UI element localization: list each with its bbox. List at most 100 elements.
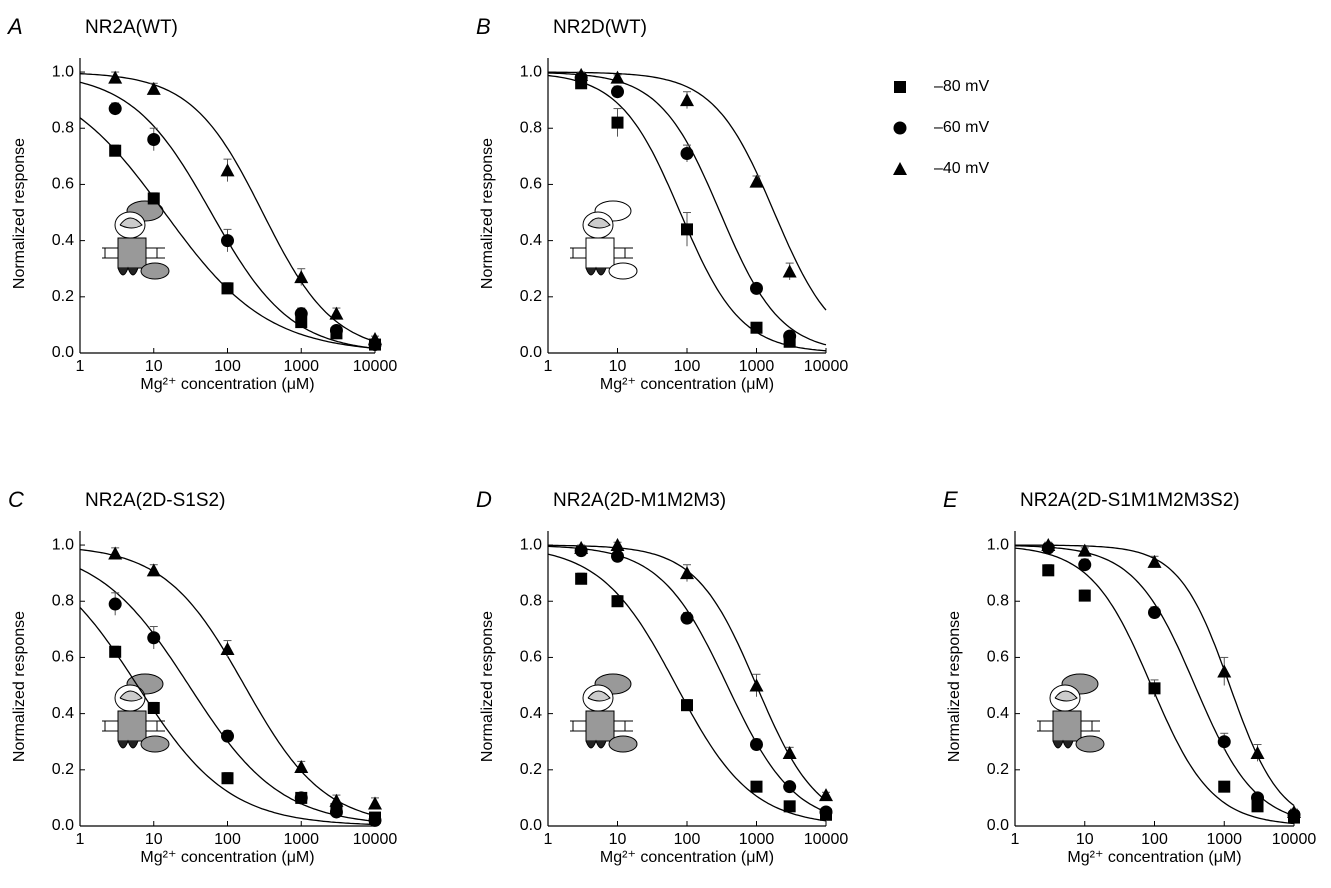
- panel-title: NR2A(2D-S1M1M2M3S2): [1020, 490, 1240, 511]
- x-tick-label: 100: [1141, 831, 1168, 848]
- data-point: [294, 760, 309, 773]
- panel: D NR2A(2D-M1M2M3) 0.0 0.2 0.4 0.6 0.8 1.0 1 10 100…: [476, 487, 848, 866]
- y-tick-label: 0.4: [520, 232, 542, 249]
- y-axis-label: Normalized response: [479, 138, 496, 289]
- y-tick-label: 0.4: [52, 232, 74, 249]
- x-tick-label: 1: [76, 358, 85, 375]
- data-point: [329, 805, 343, 819]
- x-tick-label: 1000: [1206, 831, 1242, 848]
- inset-shape: [1054, 690, 1078, 702]
- x-axis-label: Mg²⁺ concentration (μM): [140, 849, 314, 866]
- x-tick-label: 10000: [804, 831, 849, 848]
- data-point: [108, 102, 122, 116]
- y-tick-label: 0.8: [987, 592, 1009, 609]
- data-point: [680, 147, 694, 161]
- data-point: [221, 772, 234, 785]
- y-tick-label: 0.4: [52, 705, 74, 722]
- y-tick-label: 0.0: [520, 344, 542, 361]
- panel-label: D: [476, 487, 492, 512]
- x-tick-label: 1: [76, 831, 85, 848]
- inset-shape: [1075, 735, 1105, 753]
- x-tick-label: 1: [1011, 831, 1020, 848]
- x-axis-label: Mg²⁺ concentration (μM): [1067, 849, 1241, 866]
- data-point: [611, 85, 624, 99]
- data-point: [1078, 589, 1091, 602]
- x-tick-label: 1: [544, 831, 553, 848]
- x-tick-label: 100: [674, 831, 701, 848]
- data-point: [368, 813, 382, 827]
- fit-curve: [79, 606, 375, 826]
- data-point: [221, 282, 234, 295]
- data-point: [574, 540, 589, 554]
- y-tick-label: 0.0: [520, 817, 542, 834]
- y-tick-label: 0.8: [520, 119, 542, 136]
- y-tick-label: 0.2: [52, 761, 74, 778]
- data-point: [681, 699, 693, 712]
- data-point: [749, 678, 764, 692]
- inset-shape: [1052, 739, 1074, 749]
- legend-marker: [893, 121, 907, 135]
- x-tick-label: 10000: [1272, 831, 1317, 848]
- y-tick-label: 0.2: [52, 288, 74, 305]
- data-point: [1287, 804, 1301, 818]
- panel-label: E: [943, 487, 958, 512]
- fit-curve: [1015, 545, 1295, 817]
- x-tick-label: 1000: [739, 831, 775, 848]
- x-tick-label: 1000: [739, 358, 775, 375]
- y-axis-label: Normalized response: [11, 611, 28, 762]
- panel-title: NR2A(2D-S1S2): [85, 490, 225, 511]
- data-point: [750, 281, 763, 295]
- y-tick-label: 1.0: [520, 536, 542, 553]
- x-axis-label: Mg²⁺ concentration (μM): [600, 849, 774, 866]
- data-point: [1251, 791, 1265, 805]
- data-point: [782, 264, 797, 278]
- inset-shape: [587, 217, 611, 229]
- data-point: [1147, 554, 1162, 568]
- inset-shape: [117, 710, 147, 742]
- y-tick-label: 0.0: [52, 344, 74, 361]
- data-point: [146, 81, 161, 95]
- data-point: [819, 788, 833, 802]
- x-tick-label: 100: [674, 358, 701, 375]
- x-tick-label: 100: [214, 358, 241, 375]
- y-tick-label: 0.8: [52, 119, 74, 136]
- data-point: [783, 780, 797, 794]
- y-tick-label: 1.0: [520, 63, 542, 80]
- inset-shape: [587, 690, 611, 702]
- legend-label: –40 mV: [934, 160, 989, 177]
- x-tick-label: 10000: [353, 358, 398, 375]
- data-point: [819, 805, 833, 819]
- data-point: [1041, 538, 1056, 552]
- data-point: [783, 329, 797, 343]
- y-tick-label: 0.0: [52, 817, 74, 834]
- y-tick-label: 0.2: [987, 761, 1009, 778]
- panel: B NR2D(WT) 0.0 0.2 0.4 0.6 0.8 1.0 1 10 100 1000 100…: [476, 14, 989, 393]
- data-point: [1217, 735, 1231, 749]
- inset-shape: [585, 237, 615, 269]
- x-tick-label: 10: [1076, 831, 1094, 848]
- y-tick-label: 1.0: [987, 536, 1009, 553]
- data-point: [611, 595, 624, 608]
- data-point: [329, 793, 344, 807]
- fit-curve: [547, 544, 827, 802]
- data-point: [749, 174, 764, 188]
- x-tick-label: 10000: [353, 831, 398, 848]
- data-point: [368, 796, 382, 810]
- y-tick-label: 0.6: [520, 176, 542, 193]
- data-point: [750, 780, 763, 793]
- y-tick-label: 0.6: [520, 649, 542, 666]
- data-point: [108, 597, 122, 611]
- inset-shape: [585, 710, 615, 742]
- y-tick-label: 0.4: [987, 705, 1009, 722]
- data-point: [783, 800, 796, 813]
- data-point: [611, 549, 624, 563]
- data-point: [108, 546, 123, 560]
- panel: C NR2A(2D-S1S2) 0.0 0.2 0.4 0.6 0.8 1.0 1 10 100 10…: [8, 487, 397, 866]
- data-point: [147, 132, 161, 146]
- fit-curve: [547, 72, 827, 346]
- panel-label: B: [476, 14, 491, 39]
- inset-shape: [608, 735, 638, 753]
- data-point: [368, 331, 382, 345]
- panel: E NR2A(2D-S1M1M2M3S2) 0.0 0.2 0.4 0.6 0.8 1.0 1 1…: [943, 487, 1316, 866]
- y-tick-label: 0.6: [52, 649, 74, 666]
